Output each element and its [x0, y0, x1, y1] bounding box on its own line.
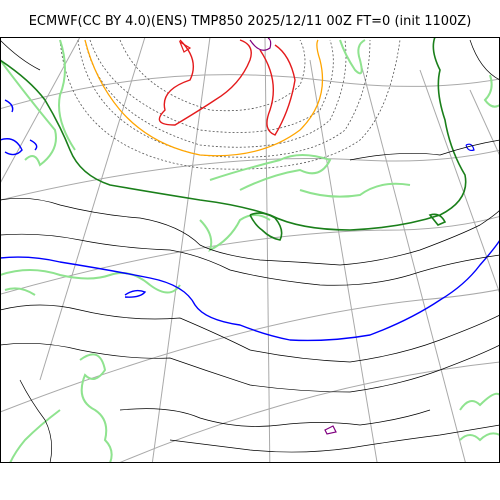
map-panel — [0, 37, 500, 463]
light-green-isotherms — [0, 39, 500, 463]
purple-isotherm — [324, 425, 337, 435]
meridian-line — [309, 59, 378, 463]
blue-isotherm — [465, 143, 475, 152]
latitude-line — [0, 215, 500, 295]
blue-isotherm — [0, 239, 500, 342]
purple-isotherm — [249, 37, 272, 51]
blue-isotherm — [124, 289, 147, 298]
red-isotherm — [158, 39, 296, 136]
meridian-line — [151, 37, 211, 463]
latitude-line — [117, 361, 500, 463]
latitude-line — [0, 288, 500, 413]
dotted-isotherms — [59, 39, 401, 170]
meridian-lines — [0, 37, 500, 463]
black-isotherms — [0, 39, 500, 463]
red-isotherm-spot — [178, 40, 192, 53]
blue-isotherm — [0, 99, 38, 156]
meridian-line — [359, 59, 467, 463]
dark-green-isotherms — [0, 37, 467, 241]
latitude-line — [0, 149, 500, 201]
map-title: ECMWF(CC BY 4.0)(ENS) TMP850 2025/12/11 … — [28, 14, 472, 29]
meridian-line — [469, 89, 500, 158]
map-frame — [0, 37, 500, 463]
meridian-line — [419, 69, 500, 296]
meridian-line — [264, 37, 271, 463]
meridian-line — [39, 37, 146, 381]
meridian-line — [0, 37, 81, 185]
latitude-lines — [0, 74, 500, 463]
orange-isotherm — [84, 39, 324, 157]
